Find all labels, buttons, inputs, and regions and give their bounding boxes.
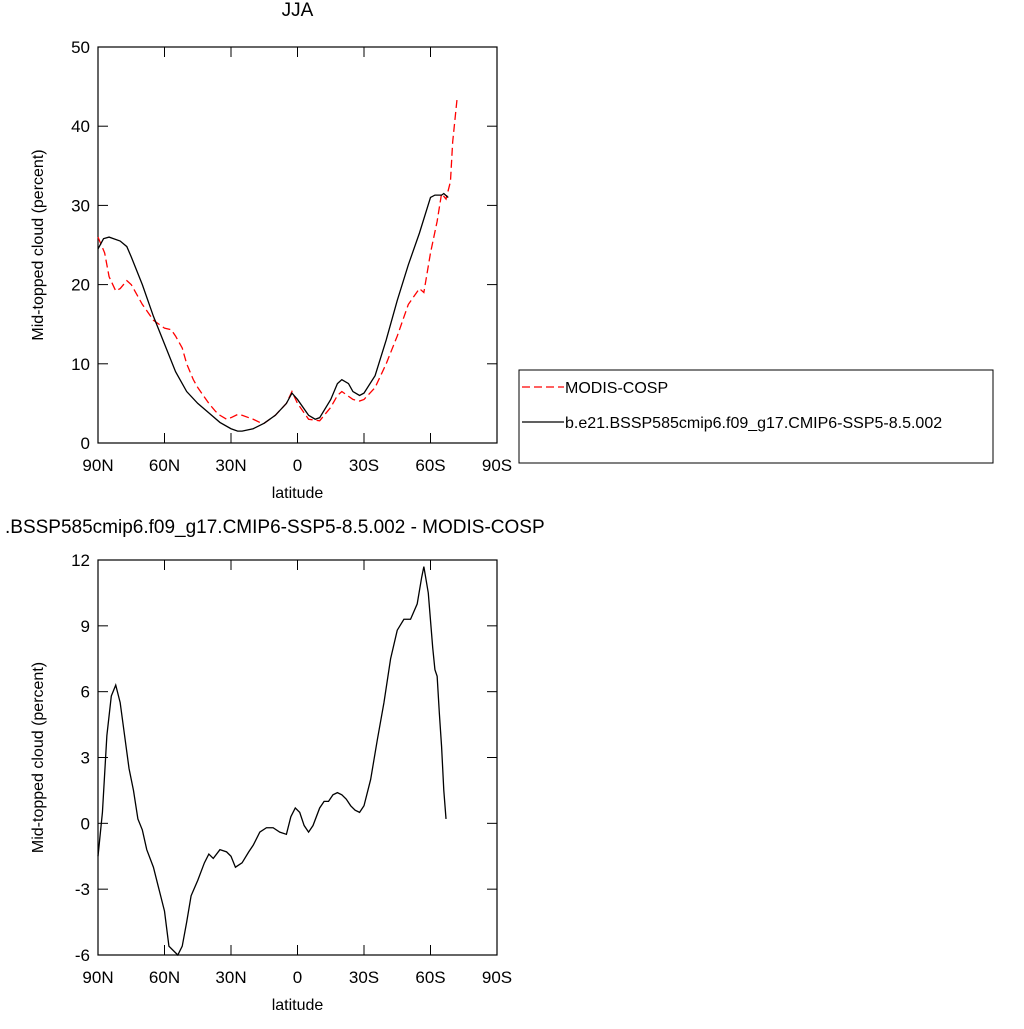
y-tick-label: 0: [81, 814, 90, 833]
x-tick-label: 90N: [82, 456, 113, 475]
x-tick-label: 60N: [149, 968, 180, 987]
x-tick-label: 90S: [482, 456, 512, 475]
x-tick-label: 30S: [349, 456, 379, 475]
y-tick-label: 20: [71, 276, 90, 295]
y-tick-label: 50: [71, 38, 90, 57]
y-tick-label: 12: [71, 551, 90, 570]
y-tick-label: 10: [71, 355, 90, 374]
y-tick-label: 3: [81, 749, 90, 768]
legend-label: b.e21.BSSP585cmip6.f09_g17.CMIP6-SSP5-8.…: [565, 415, 942, 432]
data-line: [97, 192, 449, 432]
data-line: [97, 98, 458, 424]
x-tick-label: 0: [293, 968, 302, 987]
x-tick-label: 30N: [215, 456, 246, 475]
x-tick-label: 60S: [415, 968, 445, 987]
plot-frame: [97, 46, 498, 444]
x-tick-label: 60S: [415, 456, 445, 475]
x-axis-label: latitude: [272, 485, 324, 502]
x-tick-label: 0: [293, 456, 302, 475]
legend-label: MODIS-COSP: [565, 380, 668, 397]
y-tick-label: 6: [81, 683, 90, 702]
y-tick-label: 9: [81, 617, 90, 636]
y-axis-label: Mid-topped cloud (percent): [30, 662, 47, 853]
legend-box: [518, 369, 994, 464]
y-tick-label: -6: [75, 946, 90, 965]
y-tick-label: 30: [71, 196, 90, 215]
y-axis-label: Mid-topped cloud (percent): [30, 149, 47, 340]
x-tick-label: 90S: [482, 968, 512, 987]
chart-title: .BSSP585cmip6.f09_g17.CMIP6-SSP5-8.5.002…: [5, 517, 545, 538]
y-tick-label: -3: [75, 880, 90, 899]
data-line: [97, 566, 447, 957]
chart-title: JJA: [282, 0, 314, 21]
x-tick-label: 30N: [215, 968, 246, 987]
x-tick-label: 30S: [349, 968, 379, 987]
y-tick-label: 0: [81, 434, 90, 453]
y-tick-label: 40: [71, 117, 90, 136]
x-axis-label: latitude: [272, 997, 324, 1014]
x-tick-label: 90N: [82, 968, 113, 987]
plot-frame: [97, 559, 498, 956]
x-tick-label: 60N: [149, 456, 180, 475]
